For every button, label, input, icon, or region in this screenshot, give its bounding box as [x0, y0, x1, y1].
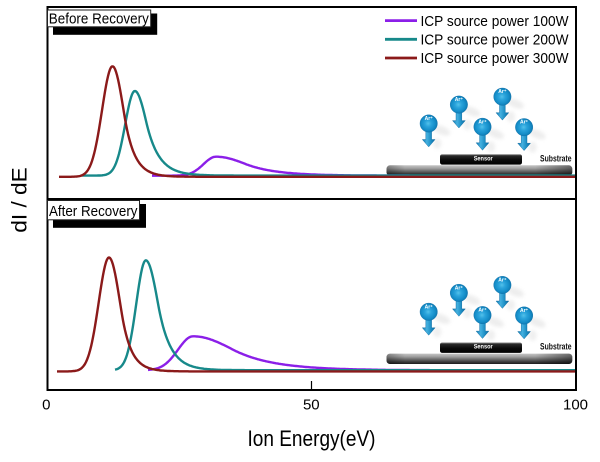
- svg-text:Substrate: Substrate: [540, 153, 572, 163]
- svg-text:Ar⁺: Ar⁺: [455, 97, 464, 103]
- svg-text:Ion Energy(eV): Ion Energy(eV): [248, 426, 376, 451]
- svg-text:ICP source power 300W: ICP source power 300W: [421, 51, 569, 67]
- svg-text:100: 100: [563, 397, 588, 414]
- svg-text:Before Recovery: Before Recovery: [49, 11, 149, 28]
- svg-text:Ar⁺: Ar⁺: [425, 116, 434, 122]
- svg-text:ICP source power 100W: ICP source power 100W: [421, 14, 569, 30]
- svg-text:50: 50: [303, 397, 320, 414]
- svg-text:ICP source power 200W: ICP source power 200W: [421, 33, 569, 49]
- svg-text:After Recovery: After Recovery: [49, 203, 138, 220]
- svg-text:Sensor: Sensor: [474, 155, 493, 162]
- svg-text:Ar⁺: Ar⁺: [498, 89, 507, 95]
- svg-text:Ar⁺: Ar⁺: [478, 119, 487, 125]
- svg-text:dI / dE: dI / dE: [7, 167, 31, 233]
- svg-text:Ar⁺: Ar⁺: [520, 120, 529, 126]
- svg-text:0: 0: [42, 397, 50, 414]
